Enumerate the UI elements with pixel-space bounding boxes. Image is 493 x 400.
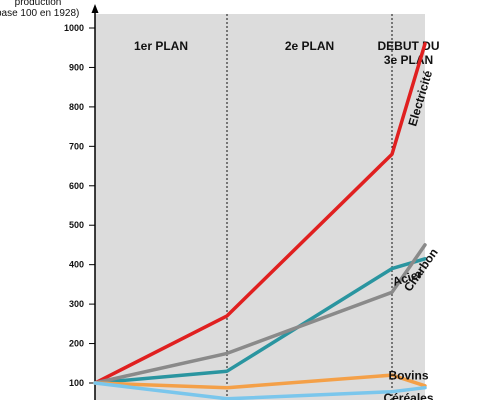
series-line-charbon <box>93 243 427 385</box>
series-line-bovins <box>93 381 427 400</box>
y-tick-label: 500 <box>69 220 84 230</box>
y-tick-label: 300 <box>69 299 84 309</box>
y-tick-label: 400 <box>69 260 84 270</box>
series-line-cereales <box>93 373 427 390</box>
period-label: DEBUT DU <box>378 39 440 53</box>
y-axis-arrow <box>91 4 99 13</box>
period-label: 3e PLAN <box>384 53 433 67</box>
plot-background <box>95 14 425 400</box>
y-tick-label: 900 <box>69 62 84 72</box>
y-axis-title: production <box>15 0 62 8</box>
y-tick-label: 600 <box>69 181 84 191</box>
y-tick-label: 100 <box>69 378 84 388</box>
period-dividers <box>226 14 393 400</box>
period-label: 1er PLAN <box>134 39 188 53</box>
series-line-acier <box>93 257 427 385</box>
y-tick-label: 700 <box>69 141 84 151</box>
y-axis-subtitle: (base 100 en 1928) <box>0 8 79 19</box>
y-tick-label: 200 <box>69 339 84 349</box>
y-axis-ticks: 100 200 300 400 500 600 700 800 900 1000 <box>64 23 95 388</box>
series-lines <box>93 42 427 400</box>
y-tick-label: 1000 <box>64 23 84 33</box>
series-label-bovins: Bovins <box>388 369 428 383</box>
period-label: 2e PLAN <box>285 39 334 53</box>
series-line-electricite <box>93 42 427 385</box>
series-label-cereales: Céréales <box>383 391 433 400</box>
y-tick-label: 800 <box>69 102 84 112</box>
